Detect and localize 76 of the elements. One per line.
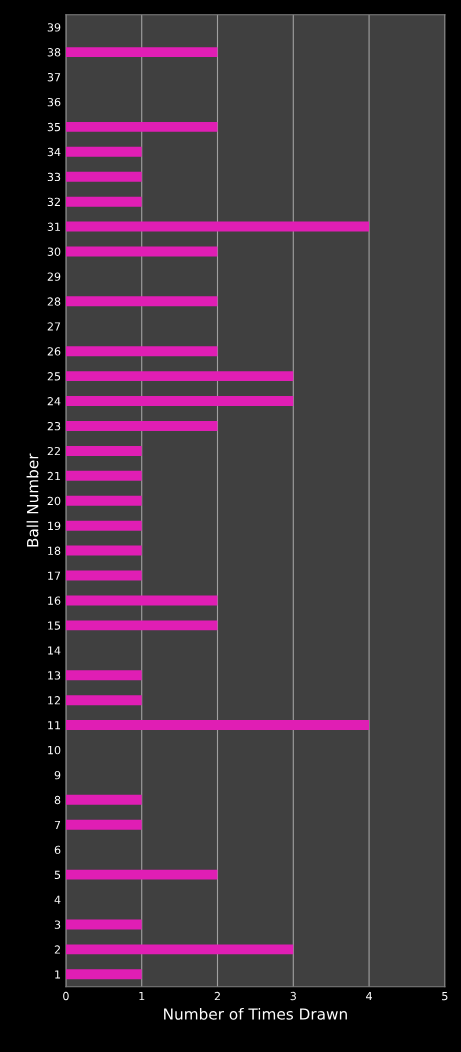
bar [65, 470, 142, 481]
y-tick-label: 26 [47, 347, 61, 356]
y-tick-label: 7 [54, 820, 61, 829]
bar [65, 495, 142, 506]
y-axis-title: Ball Number [26, 453, 39, 547]
bar [65, 520, 142, 531]
bar [65, 121, 218, 132]
y-tick-label: 17 [48, 571, 61, 580]
bar [65, 695, 142, 706]
y-tick-label: 37 [47, 73, 61, 82]
bar [65, 445, 142, 456]
y-tick-label: 13 [48, 671, 61, 680]
y-tick-label: 14 [48, 646, 61, 655]
y-tick-label: 19 [48, 521, 61, 531]
x-tick-label: 3 [290, 991, 296, 1001]
y-tick-label: 1 [55, 970, 61, 979]
y-tick-label: 11 [48, 721, 61, 730]
x-tick-label: 0 [63, 991, 69, 1001]
bar [65, 146, 142, 157]
bar [65, 794, 142, 805]
y-tick-label: 38 [47, 48, 61, 57]
x-tick-label: 2 [214, 991, 220, 1001]
y-tick-label: 20 [47, 496, 61, 506]
y-tick-label: 9 [54, 770, 61, 780]
y-tick-label: 32 [47, 197, 60, 207]
y-tick-label: 18 [48, 546, 61, 555]
bar [65, 246, 218, 257]
y-tick-label: 6 [54, 845, 61, 855]
bar [65, 620, 218, 631]
bar [65, 570, 142, 581]
y-tick-label: 35 [47, 122, 61, 132]
bar [65, 969, 142, 980]
x-tick-label: 5 [442, 991, 448, 1001]
y-tick-label: 30 [47, 247, 61, 256]
bar [65, 869, 218, 880]
x-tick-label: 1 [139, 991, 145, 1001]
y-tick-label: 36 [47, 97, 61, 107]
bar [65, 171, 142, 182]
y-tick-label: 16 [48, 596, 61, 605]
bar [65, 47, 218, 58]
y-tick-label: 5 [54, 870, 61, 879]
y-tick-label: 29 [47, 272, 61, 281]
bar [65, 420, 218, 431]
y-tick-label: 28 [47, 297, 61, 306]
y-tick-label: 3 [54, 920, 61, 929]
y-tick-label: 15 [48, 621, 61, 630]
y-tick-label: 27 [47, 322, 61, 331]
y-tick-label: 33 [47, 172, 61, 182]
y-tick-label: 21 [47, 471, 61, 481]
y-tick-label: 23 [47, 421, 61, 431]
bar [65, 296, 218, 307]
y-tick-label: 31 [47, 222, 61, 231]
bar [65, 720, 370, 731]
bar [65, 595, 218, 606]
bar [65, 670, 142, 681]
y-tick-label: 8 [54, 795, 61, 805]
bar [65, 196, 142, 207]
y-tick-label: 39 [47, 23, 61, 32]
bar [65, 371, 294, 382]
y-tick-label: 34 [47, 147, 61, 157]
bar [65, 819, 142, 830]
y-tick-label: 24 [47, 397, 61, 406]
y-tick-label: 12 [48, 696, 60, 705]
bar [65, 396, 294, 407]
x-axis-title: Number of Times Drawn [164, 1007, 347, 1020]
x-tick-label: 4 [366, 991, 372, 1001]
y-tick-label: 2 [54, 945, 60, 954]
bar [65, 221, 370, 232]
y-tick-label: 22 [47, 446, 60, 456]
y-tick-label: 4 [54, 895, 61, 904]
bar [65, 545, 142, 556]
bar [65, 919, 142, 930]
y-tick-label: 25 [47, 372, 61, 381]
bar [65, 944, 294, 955]
y-tick-label: 10 [48, 745, 61, 755]
bar [65, 346, 218, 357]
